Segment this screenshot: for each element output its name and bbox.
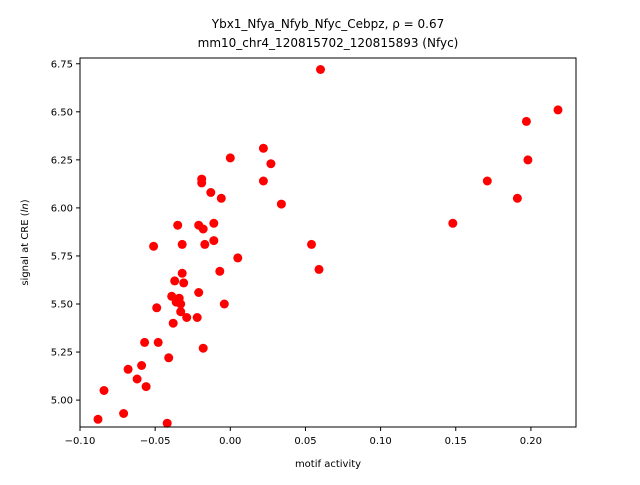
data-point (482, 176, 492, 186)
data-point (162, 418, 172, 428)
data-point (225, 153, 235, 163)
plot-area-frame (79, 57, 577, 428)
data-point (177, 239, 187, 249)
data-point (521, 116, 531, 126)
data-point (523, 155, 533, 165)
data-point (216, 193, 226, 203)
data-point (152, 303, 162, 313)
data-point (170, 276, 180, 286)
data-point (553, 105, 563, 115)
data-point (266, 159, 276, 169)
x-axis-ticks: −0.10 −0.05 0.00 0.05 0.10 0.15 0.20 (65, 427, 542, 447)
data-points (93, 65, 563, 428)
data-point (132, 374, 142, 384)
chart-title-line2: mm10_chr4_120815702_120815893 (Nfyc) (198, 36, 459, 50)
data-point (140, 337, 150, 347)
data-point (233, 253, 243, 263)
data-point (198, 224, 208, 234)
data-point (307, 239, 316, 249)
data-point (206, 188, 216, 197)
x-tick-label: 0.05 (294, 436, 316, 447)
data-point (137, 361, 147, 370)
y-tick-label: 6.00 (51, 203, 73, 214)
data-point (198, 343, 208, 353)
data-point (119, 409, 129, 418)
x-tick-label: 0.15 (445, 436, 467, 447)
data-point (512, 193, 522, 203)
x-tick-label: 0.20 (520, 436, 542, 447)
data-point (276, 199, 286, 209)
x-tick-label: −0.10 (65, 436, 96, 447)
x-tick-label: −0.05 (140, 436, 171, 447)
data-point (93, 414, 103, 424)
data-point (176, 307, 186, 317)
y-axis-ticks: 5.00 5.25 5.50 5.75 6.00 6.25 6.50 6.75 (51, 59, 80, 407)
data-point (153, 337, 163, 347)
x-tick-label: 0.00 (219, 436, 241, 447)
data-point (200, 239, 210, 249)
data-point (215, 266, 225, 276)
data-point (177, 268, 187, 278)
data-point (182, 313, 192, 322)
y-tick-label: 5.00 (51, 396, 73, 407)
x-axis-label: motif activity (295, 459, 361, 470)
y-axis-label: signal at CRE (ln) (20, 199, 31, 285)
data-point (448, 218, 458, 228)
data-point (316, 65, 325, 74)
data-point (141, 382, 151, 392)
data-point (258, 176, 268, 186)
y-tick-label: 5.75 (51, 251, 73, 262)
data-point (197, 178, 207, 188)
x-tick-label: 0.10 (369, 436, 391, 447)
data-point (99, 386, 109, 395)
data-point (192, 313, 202, 322)
y-tick-label: 5.25 (51, 348, 73, 359)
y-tick-label: 6.50 (51, 107, 73, 118)
data-point (314, 264, 324, 274)
data-point (168, 318, 178, 328)
data-point (179, 278, 189, 288)
data-point (209, 218, 219, 228)
data-point (149, 241, 159, 251)
data-point (219, 299, 229, 309)
chart-title-line1: Ybx1_Nfya_Nfyb_Nfyc_Cebpz, ρ = 0.67 (211, 17, 444, 31)
data-point (194, 288, 204, 297)
y-tick-label: 6.75 (51, 59, 73, 70)
data-point (164, 353, 174, 363)
data-point (176, 299, 186, 309)
y-tick-label: 6.25 (51, 155, 73, 166)
data-point (209, 236, 219, 246)
data-point (173, 220, 183, 230)
data-point (123, 364, 133, 374)
y-tick-label: 5.50 (51, 300, 73, 311)
data-point (258, 143, 268, 153)
